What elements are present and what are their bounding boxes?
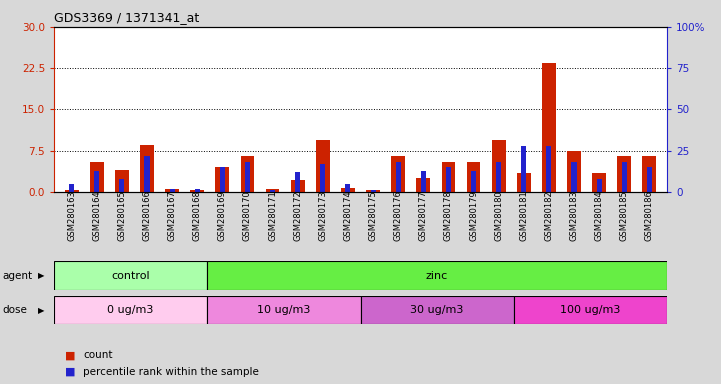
Bar [241,156,255,192]
Bar [366,190,380,192]
Text: GSM280173: GSM280173 [319,190,327,241]
Bar [291,180,304,192]
Bar [417,178,430,192]
Bar [220,167,225,192]
Bar [169,189,174,192]
Bar [466,162,480,192]
Bar [596,179,601,192]
Bar [245,162,250,192]
Bar [642,156,656,192]
Text: 10 ug/m3: 10 ug/m3 [257,305,311,315]
Text: GSM280175: GSM280175 [368,190,378,241]
Text: GSM280177: GSM280177 [419,190,428,241]
Text: GSM280186: GSM280186 [645,190,654,241]
Bar [617,156,631,192]
Bar [115,170,129,192]
Text: ▶: ▶ [37,306,44,314]
Text: GSM280181: GSM280181 [519,190,528,241]
Bar [496,162,501,192]
Bar [140,145,154,192]
Bar [144,156,149,192]
Text: GSM280184: GSM280184 [595,190,603,241]
Text: GSM280165: GSM280165 [118,190,126,241]
Text: GSM280168: GSM280168 [193,190,202,241]
Text: GSM280178: GSM280178 [444,190,453,241]
Bar [54,296,208,324]
Text: percentile rank within the sample: percentile rank within the sample [83,367,259,377]
Bar [195,189,200,192]
Bar [265,189,280,192]
Bar [446,167,451,192]
Bar [471,170,476,192]
Text: GSM280166: GSM280166 [143,190,151,241]
Bar [592,173,606,192]
Text: GSM280171: GSM280171 [268,190,277,241]
Text: GSM280185: GSM280185 [620,190,629,241]
Bar [216,167,229,192]
Text: 30 ug/m3: 30 ug/m3 [410,305,464,315]
Text: count: count [83,350,112,360]
Bar [513,296,667,324]
Bar [69,184,74,192]
Bar [517,173,531,192]
Bar [54,261,208,290]
Bar [622,162,627,192]
Text: GSM280179: GSM280179 [469,190,478,241]
Bar [295,172,300,192]
Bar [320,164,325,192]
Bar [572,162,577,192]
Text: GDS3369 / 1371341_at: GDS3369 / 1371341_at [54,12,199,25]
Bar [441,162,456,192]
Bar [94,170,99,192]
Bar [120,179,125,192]
Text: GSM280174: GSM280174 [343,190,353,241]
Bar [542,63,556,192]
Bar [492,140,505,192]
Text: 100 ug/m3: 100 ug/m3 [560,305,621,315]
Bar [647,167,652,192]
Bar [371,190,376,192]
Bar [165,189,179,192]
Text: GSM280163: GSM280163 [67,190,76,241]
Bar [270,190,275,192]
Text: 0 ug/m3: 0 ug/m3 [107,305,154,315]
Bar [190,190,204,192]
Text: agent: agent [2,270,32,281]
Text: GSM280182: GSM280182 [544,190,554,241]
Bar [567,151,581,192]
Text: GSM280172: GSM280172 [293,190,302,241]
Text: control: control [111,270,150,281]
Text: GSM280183: GSM280183 [570,190,578,241]
Bar [208,296,360,324]
Text: zinc: zinc [426,270,448,281]
Bar [345,184,350,192]
Bar [90,162,104,192]
Text: dose: dose [2,305,27,315]
Bar [316,140,329,192]
Bar [521,146,526,192]
Bar [208,261,667,290]
Text: GSM280169: GSM280169 [218,190,227,241]
Text: GSM280180: GSM280180 [494,190,503,241]
Text: GSM280167: GSM280167 [167,190,177,241]
Text: ▶: ▶ [37,271,44,280]
Bar [360,296,513,324]
Text: GSM280164: GSM280164 [92,190,101,241]
Text: ■: ■ [65,350,76,360]
Bar [421,170,426,192]
Bar [547,146,552,192]
Text: ■: ■ [65,367,76,377]
Bar [392,156,405,192]
Bar [396,162,401,192]
Bar [65,190,79,192]
Bar [341,188,355,192]
Text: GSM280170: GSM280170 [243,190,252,241]
Text: GSM280176: GSM280176 [394,190,402,241]
